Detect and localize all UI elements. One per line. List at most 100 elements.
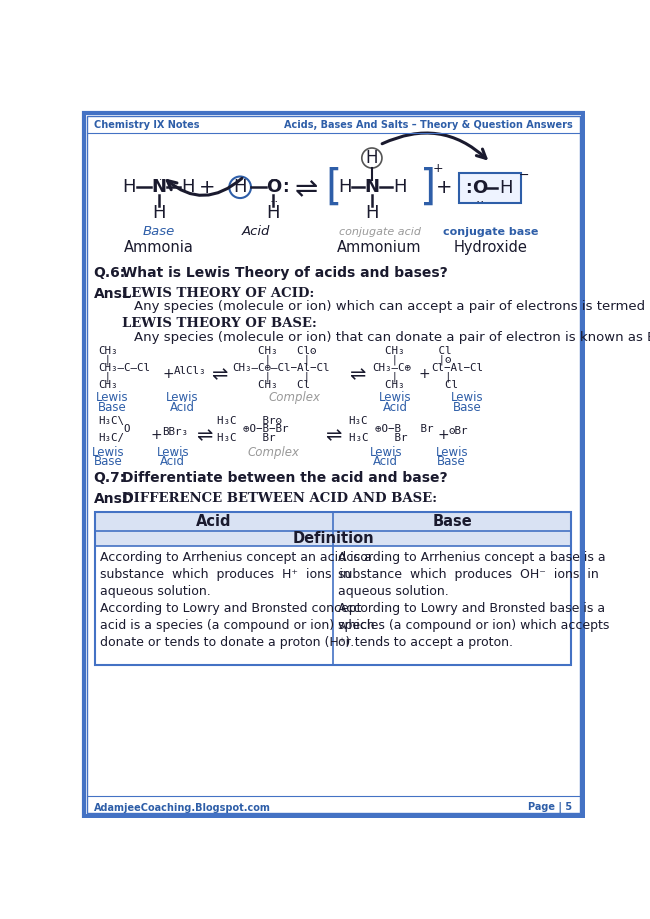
Text: Base: Base	[432, 514, 472, 529]
Bar	[95, 530, 571, 546]
Text: ⊕O−B   Br: ⊕O−B Br	[348, 425, 433, 435]
Text: +: +	[437, 427, 449, 441]
Text: Q.6:: Q.6:	[94, 266, 126, 279]
Text: acid is a species (a compound or ion) which: acid is a species (a compound or ion) wh…	[100, 619, 374, 632]
Text: Hydroxide: Hydroxide	[454, 240, 527, 255]
Text: Acid: Acid	[373, 455, 398, 469]
Text: Lewis: Lewis	[166, 391, 198, 404]
Text: Lewis: Lewis	[92, 446, 125, 459]
Text: Acid: Acid	[160, 455, 185, 469]
Text: Ammonia: Ammonia	[124, 240, 194, 255]
Text: CH₃: CH₃	[372, 346, 404, 356]
Text: LEWIS THEORY OF BASE:: LEWIS THEORY OF BASE:	[122, 317, 317, 331]
Text: Lewis: Lewis	[369, 446, 402, 459]
Text: Base: Base	[453, 401, 482, 414]
Text: ⇌: ⇌	[326, 426, 342, 445]
Text: +: +	[419, 367, 430, 380]
Text: D: D	[122, 493, 133, 506]
Text: Lewis: Lewis	[436, 446, 468, 459]
Text: ⇌: ⇌	[211, 365, 228, 384]
Text: According to Lowry and Bronsted concept: According to Lowry and Bronsted concept	[100, 602, 361, 616]
Text: ʘBr: ʘBr	[448, 426, 468, 436]
Text: Complex: Complex	[268, 391, 320, 404]
Text: Definition: Definition	[292, 531, 374, 546]
Text: H: H	[266, 204, 280, 222]
Text: H: H	[365, 149, 378, 167]
Text: DIFFERENCE BETWEEN ACID AND BASE:: DIFFERENCE BETWEEN ACID AND BASE:	[122, 493, 437, 505]
Text: O: O	[98, 425, 131, 435]
Text: H₃C    Brʘ: H₃C Brʘ	[217, 416, 282, 426]
Text: ‥: ‥	[269, 191, 278, 205]
Text: H₃C\: H₃C\	[98, 416, 124, 426]
Text: Lewis: Lewis	[451, 391, 484, 404]
Text: BBr₃: BBr₃	[162, 426, 188, 437]
Text: |: |	[372, 371, 398, 381]
Text: +: +	[436, 177, 452, 197]
Text: Any species (molecule or ion) which can accept a pair of electrons is termed as : Any species (molecule or ion) which can …	[134, 301, 650, 313]
Text: H₃C: H₃C	[348, 416, 368, 426]
Text: ]: ]	[421, 166, 437, 209]
Text: −: −	[519, 168, 529, 181]
Text: Cl: Cl	[432, 346, 451, 356]
Bar	[459, 174, 521, 203]
Text: donate or tends to donate a proton (H⁺).: donate or tends to donate a proton (H⁺).	[100, 636, 354, 649]
Text: According to Lowry and Bronsted base is a: According to Lowry and Bronsted base is …	[338, 602, 605, 616]
Text: Base: Base	[98, 401, 127, 414]
Text: ‥: ‥	[475, 172, 484, 185]
Text: Base: Base	[142, 225, 175, 238]
Text: H: H	[181, 178, 195, 197]
Text: Base: Base	[94, 455, 123, 469]
Text: According to Arrhenius concept an acid is a: According to Arrhenius concept an acid i…	[100, 551, 372, 564]
Text: CH₃: CH₃	[98, 380, 118, 390]
Text: species (a compound or ion) which accepts: species (a compound or ion) which accept…	[338, 619, 609, 632]
Text: Acid: Acid	[196, 514, 232, 529]
Bar	[95, 512, 571, 665]
Text: CH₃   Clʘ: CH₃ Clʘ	[233, 346, 317, 356]
Text: Chemistry IX Notes: Chemistry IX Notes	[94, 119, 199, 130]
Text: H: H	[123, 178, 136, 197]
Text: H: H	[152, 204, 166, 222]
Text: CH₃–C–Cl: CH₃–C–Cl	[98, 363, 150, 373]
Text: CH₃: CH₃	[98, 346, 118, 356]
FancyArrowPatch shape	[382, 133, 486, 158]
Text: Page | 5: Page | 5	[528, 802, 573, 813]
Text: substance  which  produces  H⁺  ions  in: substance which produces H⁺ ions in	[100, 569, 351, 582]
Bar	[95, 512, 571, 530]
Text: Lewis: Lewis	[96, 391, 129, 404]
Text: LEWIS THEORY OF ACID:: LEWIS THEORY OF ACID:	[122, 288, 314, 301]
Text: ⇌: ⇌	[348, 365, 365, 384]
Text: CH₃: CH₃	[372, 380, 404, 390]
Text: CH₃–C⊕: CH₃–C⊕	[372, 363, 411, 373]
Text: CH₃–C⊕–Cl−Al−Cl: CH₃–C⊕–Cl−Al−Cl	[233, 363, 330, 373]
Text: CH₃   Cl: CH₃ Cl	[233, 380, 311, 390]
Text: +: +	[151, 427, 162, 441]
Text: :: :	[283, 178, 289, 197]
Text: H₃C    Br: H₃C Br	[217, 433, 276, 443]
Text: |     |: | |	[233, 371, 311, 381]
Text: H₃C    Br: H₃C Br	[348, 433, 407, 443]
Text: Lewis: Lewis	[379, 391, 411, 404]
Text: |: |	[372, 355, 398, 365]
Text: :: :	[465, 179, 471, 197]
Text: |: |	[432, 371, 451, 381]
Text: N: N	[365, 178, 380, 197]
Text: ⊕O−B−Br: ⊕O−B−Br	[217, 425, 289, 435]
Text: H: H	[393, 178, 406, 197]
Text: or tends to accept a proton.: or tends to accept a proton.	[338, 636, 513, 649]
Text: |: |	[98, 355, 111, 365]
Text: aqueous solution.: aqueous solution.	[338, 585, 448, 598]
Text: Lewis: Lewis	[157, 446, 189, 459]
Text: L: L	[122, 288, 131, 301]
Text: Acid: Acid	[170, 401, 194, 414]
Text: |: |	[98, 371, 111, 381]
Text: aqueous solution.: aqueous solution.	[100, 585, 211, 598]
Text: Ammonium: Ammonium	[337, 240, 422, 255]
Text: +: +	[162, 367, 174, 380]
Text: H₃C/: H₃C/	[98, 433, 124, 443]
Text: conjugate base: conjugate base	[443, 227, 538, 237]
Text: |ʘ: |ʘ	[432, 355, 451, 365]
Text: substance  which  produces  OH⁻  ions  in: substance which produces OH⁻ ions in	[338, 569, 599, 582]
Text: ‥: ‥	[269, 170, 278, 183]
Text: O: O	[472, 179, 488, 197]
Text: ⇌: ⇌	[294, 176, 318, 204]
